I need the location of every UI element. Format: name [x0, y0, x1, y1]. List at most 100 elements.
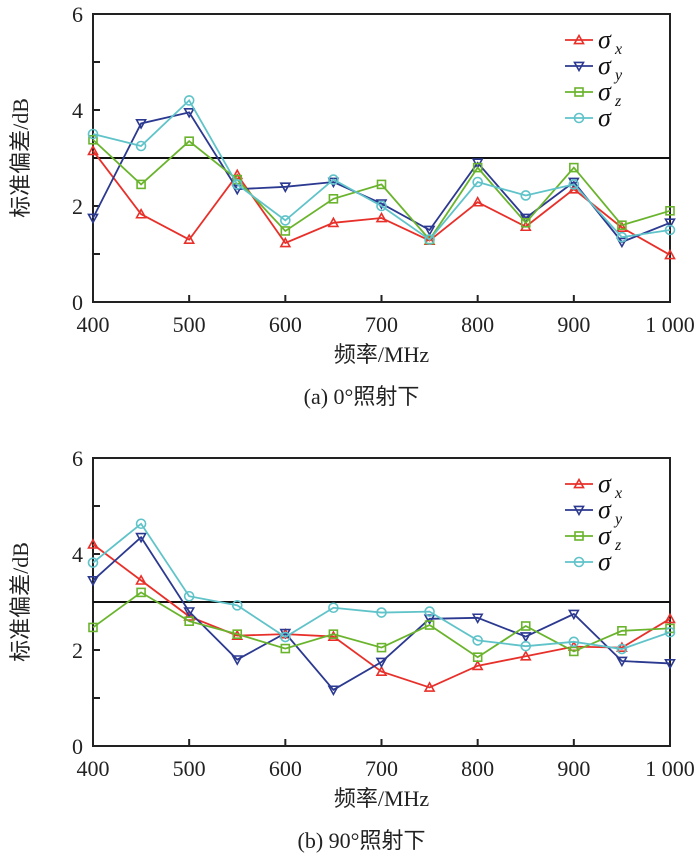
- series-line: [92, 139, 671, 242]
- data-point: [87, 557, 99, 568]
- data-point: [471, 196, 484, 207]
- legend-subscript: y: [613, 67, 623, 84]
- data-point: [231, 179, 243, 190]
- data-point: [135, 119, 147, 130]
- legend-label: σ: [598, 469, 612, 498]
- data-point: [520, 640, 532, 652]
- data-point: [664, 248, 676, 260]
- data-point: [87, 213, 99, 225]
- y-axis-title: 标准偏差/dB: [8, 542, 33, 662]
- x-tick-label: 400: [77, 756, 110, 781]
- data-point: [279, 236, 292, 248]
- data-point: [231, 655, 244, 666]
- y-tick-label: 4: [72, 542, 83, 567]
- data-point: [135, 140, 147, 152]
- data-point: [664, 224, 676, 236]
- data-point: [183, 590, 195, 602]
- data-point: [424, 606, 435, 617]
- legend-subscript: z: [614, 93, 622, 110]
- y-tick-label: 2: [72, 194, 83, 219]
- legend-subscript: x: [614, 485, 622, 502]
- data-point: [279, 182, 292, 193]
- data-point: [232, 629, 243, 639]
- data-point: [424, 234, 435, 245]
- data-point: [328, 629, 339, 639]
- data-point: [616, 237, 628, 249]
- data-point: [423, 614, 436, 625]
- x-axis-title: 频率/MHz: [334, 342, 430, 367]
- data-point: [183, 610, 196, 621]
- data-point: [231, 184, 244, 196]
- data-point: [328, 174, 339, 185]
- data-point: [183, 108, 196, 119]
- data-point: [327, 216, 340, 228]
- y-tick-label: 6: [72, 2, 83, 27]
- data-point: [280, 643, 291, 654]
- y-tick-label: 6: [72, 446, 83, 471]
- data-point: [87, 575, 99, 587]
- data-point: [664, 626, 676, 638]
- y-tick-label: 0: [72, 290, 83, 315]
- data-point: [328, 602, 339, 614]
- series-y: [87, 108, 676, 249]
- y-tick-label: 2: [72, 638, 83, 663]
- x-tick-label: 1 000: [645, 756, 695, 781]
- data-point: [376, 607, 387, 618]
- legend-label: σ: [598, 77, 612, 106]
- series-line: [92, 111, 671, 244]
- x-tick-label: 500: [173, 756, 206, 781]
- data-point: [472, 635, 483, 646]
- data-point: [231, 600, 243, 611]
- data-point: [569, 162, 579, 173]
- data-point: [472, 652, 483, 663]
- x-tick-label: 500: [173, 312, 206, 337]
- data-point: [569, 646, 579, 657]
- y-axis-title: 标准偏差/dB: [8, 98, 33, 218]
- legend-marker: [574, 87, 584, 97]
- legend-subscript: z: [614, 537, 622, 554]
- data-point: [520, 621, 531, 631]
- data-point: [472, 176, 483, 188]
- series-total: [87, 95, 676, 245]
- series-x: [87, 144, 676, 260]
- data-point: [231, 168, 244, 180]
- data-point: [520, 190, 532, 201]
- data-point: [328, 194, 339, 204]
- x-tick-label: 900: [557, 756, 590, 781]
- data-point: [135, 532, 147, 544]
- legend-marker: [573, 477, 585, 489]
- data-point: [567, 609, 580, 621]
- data-point: [88, 622, 98, 633]
- x-tick-label: 800: [461, 312, 494, 337]
- data-point: [423, 681, 436, 692]
- data-point: [87, 538, 99, 549]
- data-point: [376, 642, 387, 653]
- data-point: [568, 636, 580, 648]
- legend-label: σ: [598, 521, 612, 550]
- legend-marker: [573, 61, 585, 73]
- data-point: [616, 656, 628, 668]
- legend-label: σ: [598, 547, 612, 576]
- panel-caption: (b) 90°照射下: [298, 828, 426, 853]
- data-point: [184, 136, 194, 146]
- chart-panel-b: 0 2 4 6 400 500 600 700 800 900 1 000 频率/MHz 标准偏差/dB…: [8, 446, 695, 853]
- data-point: [87, 128, 99, 140]
- y-tick-label: 0: [72, 734, 83, 759]
- data-point: [183, 233, 196, 244]
- x-tick-label: 700: [365, 312, 398, 337]
- data-point: [327, 630, 340, 641]
- data-point: [616, 641, 628, 653]
- x-tick-label: 700: [365, 756, 398, 781]
- series-line: [92, 98, 671, 241]
- data-point: [376, 179, 387, 190]
- legend-marker: [573, 33, 585, 45]
- legend-marker: [573, 505, 585, 517]
- x-axis-title: 频率/MHz: [334, 786, 430, 811]
- x-tick-label: 1 000: [645, 312, 695, 337]
- x-tick-label: 900: [557, 312, 590, 337]
- legend-subscript: y: [613, 511, 623, 528]
- data-point: [519, 632, 532, 643]
- data-point: [617, 625, 627, 636]
- data-point: [280, 631, 291, 643]
- legend-label: σ: [598, 103, 612, 132]
